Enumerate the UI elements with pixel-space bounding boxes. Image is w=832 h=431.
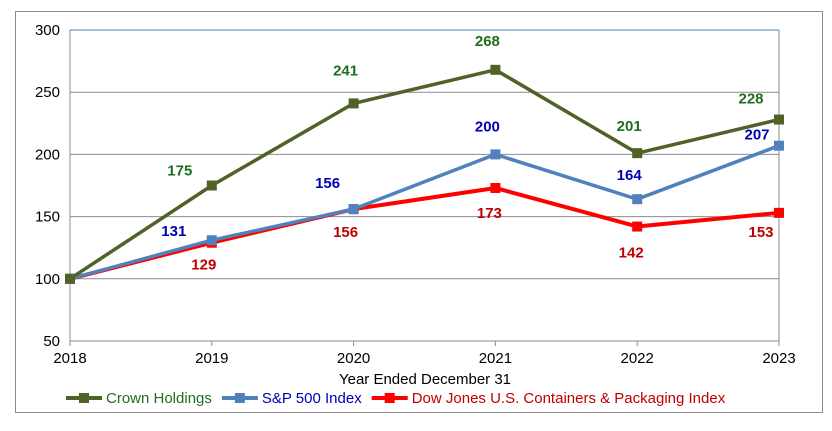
- data-marker: [348, 98, 359, 109]
- chart-frame: [15, 11, 823, 413]
- legend-marker: [234, 393, 245, 403]
- data-marker: [632, 148, 643, 159]
- data-label: 175: [167, 163, 192, 180]
- x-tick-label: 2022: [621, 350, 654, 367]
- x-tick-label: 2020: [337, 350, 370, 367]
- x-tick-label: 2021: [479, 350, 512, 367]
- data-label: 129: [191, 257, 216, 274]
- x-tick-label: 2018: [53, 350, 86, 367]
- y-tick-label: 100: [35, 271, 60, 288]
- x-axis-label: Year Ended December 31: [339, 371, 511, 388]
- legend-marker: [384, 393, 395, 403]
- series-line-1: [69, 144, 780, 281]
- data-label: 156: [315, 175, 340, 192]
- data-marker: [206, 235, 217, 246]
- series-line-2: [69, 185, 780, 281]
- data-label: 173: [477, 205, 502, 222]
- data-marker: [490, 182, 501, 193]
- data-marker: [774, 114, 784, 125]
- x-tick-label: 2019: [195, 350, 228, 367]
- data-marker: [632, 194, 643, 205]
- data-marker: [206, 180, 217, 191]
- data-marker: [348, 204, 359, 215]
- data-label: 142: [619, 245, 644, 262]
- data-label: 268: [475, 33, 500, 50]
- data-label: 200: [475, 118, 500, 135]
- data-marker: [632, 221, 643, 232]
- data-label: 241: [333, 62, 358, 79]
- series-line-0: [69, 68, 780, 281]
- y-tick-label: 50: [43, 333, 60, 350]
- data-label: 164: [617, 167, 643, 184]
- legend-label: Dow Jones U.S. Containers & Packaging In…: [412, 390, 726, 407]
- data-marker: [490, 64, 501, 75]
- data-label: 228: [738, 91, 763, 108]
- data-label: 207: [744, 127, 769, 144]
- data-marker: [490, 149, 501, 160]
- y-tick-label: 200: [35, 146, 60, 163]
- y-tick-label: 150: [35, 209, 60, 226]
- data-label: 156: [333, 224, 358, 241]
- data-label: 131: [161, 223, 186, 240]
- legend-label: Crown Holdings: [106, 390, 212, 407]
- data-label: 153: [748, 224, 773, 241]
- data-marker: [774, 207, 784, 218]
- x-tick-label: 2023: [762, 350, 795, 367]
- y-tick-label: 250: [35, 84, 60, 101]
- data-label: 201: [617, 118, 642, 135]
- legend-label: S&P 500 Index: [262, 390, 362, 407]
- data-marker: [774, 140, 784, 151]
- y-tick-label: 300: [35, 22, 60, 39]
- data-marker: [65, 273, 75, 284]
- legend-marker: [79, 393, 89, 403]
